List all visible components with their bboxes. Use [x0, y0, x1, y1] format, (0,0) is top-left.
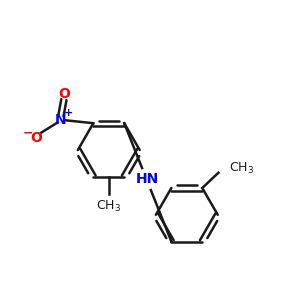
- Text: O: O: [58, 87, 70, 101]
- Text: +: +: [64, 108, 73, 118]
- Text: CH$_3$: CH$_3$: [96, 199, 121, 214]
- Text: HN: HN: [136, 172, 159, 186]
- Text: CH$_3$: CH$_3$: [229, 161, 254, 176]
- Text: O: O: [30, 131, 42, 145]
- Text: −: −: [22, 126, 33, 139]
- Text: N: N: [55, 113, 67, 127]
